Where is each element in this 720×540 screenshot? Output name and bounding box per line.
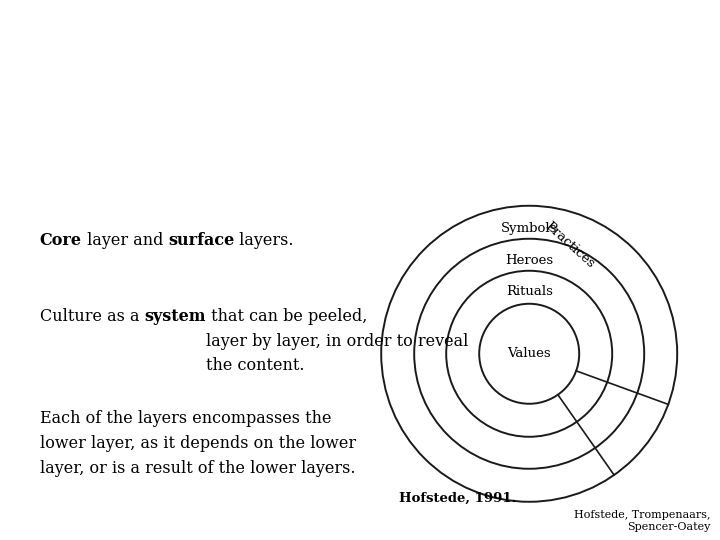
Text: Hofstede, 1991.: Hofstede, 1991. [398,491,516,504]
Text: Symbols: Symbols [501,222,557,235]
Text: layer and: layer and [81,232,168,249]
Text: surface: surface [168,232,234,249]
Text: that can be peeled,
layer by layer, in order to reveal
the content.: that can be peeled, layer by layer, in o… [206,308,468,374]
Text: Each of the layers encompasses the
lower layer, as it depends on the lower
layer: Each of the layers encompasses the lower… [40,410,356,477]
Text: 'Onion' model: 'Onion' model [50,80,276,109]
Text: Hofstede, Trompenaars,
Spencer-Oatey: Hofstede, Trompenaars, Spencer-Oatey [574,510,710,532]
Text: Values: Values [508,347,551,360]
Text: Core: Core [40,232,81,249]
Text: Layers of culture: Layers of culture [50,32,328,60]
Text: system: system [144,308,206,325]
Text: Rituals: Rituals [505,285,553,298]
Text: Heroes: Heroes [505,254,553,267]
Text: Culture as a: Culture as a [40,308,144,325]
Text: layers.: layers. [234,232,294,249]
Text: Practices: Practices [543,219,598,271]
